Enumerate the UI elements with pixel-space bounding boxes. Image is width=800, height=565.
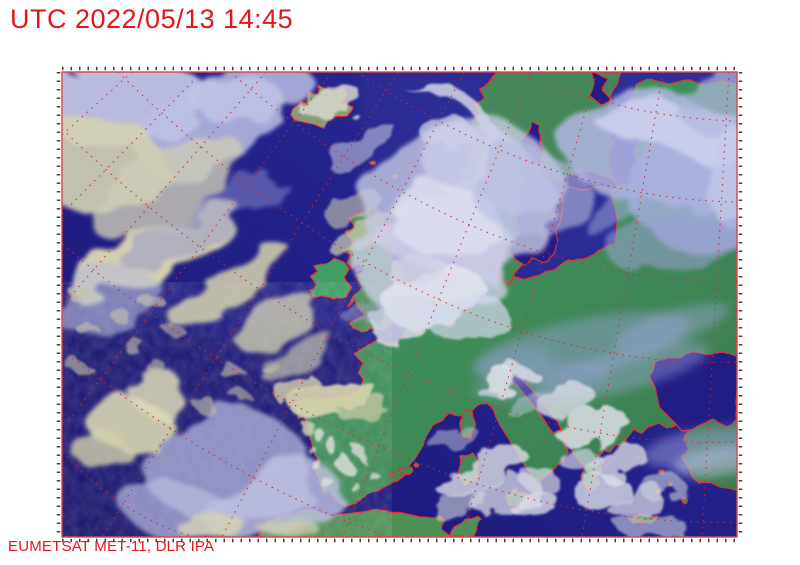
land-faroe — [368, 158, 376, 166]
satellite-canvas — [56, 66, 743, 543]
land-ibiza — [390, 472, 398, 480]
frame-tick-marks — [56, 66, 743, 543]
graticule — [62, 72, 737, 537]
cloud-russia-mass — [557, 72, 737, 275]
cloud-balkans — [475, 367, 687, 537]
cloud-spain-puffs — [295, 415, 375, 489]
credit-label: EUMETSAT MET-11, DLR IPA — [8, 538, 215, 555]
land-mallorca — [398, 465, 414, 475]
land-rhodes — [680, 496, 688, 504]
cloud-atlantic-sw — [74, 372, 341, 537]
cloud-nw-front — [62, 72, 327, 387]
land-aegean-island — [659, 469, 665, 475]
land-menorca — [413, 462, 419, 468]
timestamp-label: UTC 2022/05/13 14:45 — [10, 4, 294, 34]
satellite-image — [56, 66, 743, 543]
cloud-biscay-band — [272, 378, 390, 418]
image-frame — [56, 66, 743, 543]
